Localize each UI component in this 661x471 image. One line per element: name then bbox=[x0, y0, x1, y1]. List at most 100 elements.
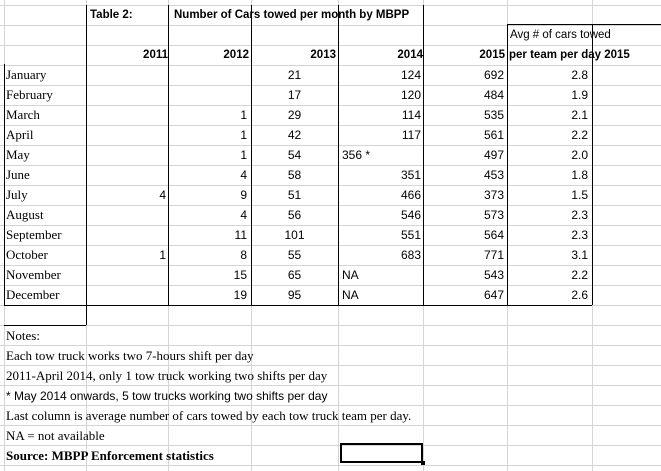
table-cell-y2015[interactable]: 573 bbox=[483, 208, 504, 222]
table-cell-y2013[interactable]: 58 bbox=[287, 168, 302, 182]
table-cell-y2015[interactable]: 564 bbox=[483, 228, 504, 242]
table-cell-y2015[interactable]: 453 bbox=[483, 168, 504, 182]
table-cell-y2012[interactable]: 4 bbox=[240, 208, 247, 222]
table-cell-y2014_note[interactable]: NA bbox=[342, 268, 359, 282]
table-cell-y2014_note[interactable]: NA bbox=[342, 288, 359, 302]
table-cell-y2013[interactable]: 65 bbox=[287, 268, 302, 282]
table-cell-y2011[interactable] bbox=[88, 285, 166, 305]
table-cell-avg[interactable]: 2.3 bbox=[571, 208, 588, 222]
table-cell-y2011[interactable] bbox=[88, 125, 166, 145]
table-cell-y2011[interactable] bbox=[88, 225, 166, 245]
table-cell-y2014[interactable]: 117 bbox=[401, 128, 421, 142]
row-label-month[interactable]: August bbox=[6, 207, 44, 222]
table-cell-y2015[interactable]: 771 bbox=[483, 248, 504, 262]
table-cell-y2013[interactable]: 42 bbox=[287, 128, 302, 142]
table-cell-y2011[interactable] bbox=[88, 265, 166, 285]
table-cell-y2013[interactable]: 54 bbox=[287, 148, 302, 162]
selected-cell[interactable] bbox=[340, 443, 423, 463]
table-cell-avg[interactable]: 2.3 bbox=[571, 228, 588, 242]
table-cell-y2011[interactable] bbox=[88, 85, 166, 105]
table-cell-y2011[interactable]: 4 bbox=[159, 188, 166, 202]
table-cell-y2014[interactable]: 683 bbox=[400, 248, 421, 262]
row-label-month[interactable]: February bbox=[6, 87, 53, 102]
table-cell-y2014[interactable]: 120 bbox=[400, 88, 421, 102]
table-cell-y2013[interactable]: 29 bbox=[287, 108, 302, 122]
table-cell-avg[interactable]: 2.0 bbox=[571, 148, 588, 162]
table-cell-y2012[interactable]: 15 bbox=[233, 268, 247, 282]
table-cell-y2013[interactable]: 55 bbox=[287, 248, 302, 262]
table-cell-avg[interactable]: 1.8 bbox=[571, 168, 588, 182]
table-cell-y2012[interactable]: 9 bbox=[240, 188, 247, 202]
row-label-month[interactable]: January bbox=[6, 67, 47, 82]
table-cell-y2012[interactable]: 19 bbox=[233, 288, 247, 302]
header-2015[interactable]: 2015 bbox=[479, 49, 505, 61]
header-2013[interactable]: 2013 bbox=[310, 49, 336, 61]
row-label-month[interactable]: May bbox=[6, 147, 30, 162]
table-cell-y2015[interactable]: 497 bbox=[483, 148, 504, 162]
table-cell-y2013[interactable]: 17 bbox=[287, 88, 302, 102]
table-cell-avg[interactable]: 3.1 bbox=[571, 248, 588, 262]
header-2014[interactable]: 2014 bbox=[397, 49, 423, 61]
table-cell-y2012[interactable] bbox=[170, 65, 247, 85]
table-cell-y2012[interactable]: 4 bbox=[240, 168, 247, 182]
notes-heading[interactable]: Notes: bbox=[6, 328, 40, 343]
table-cell-avg[interactable]: 1.9 bbox=[571, 88, 588, 102]
table-cell-avg[interactable]: 2.2 bbox=[571, 128, 588, 142]
table-cell-y2014[interactable]: 466 bbox=[400, 188, 421, 202]
table-cell-y2012[interactable]: 11 bbox=[234, 228, 247, 242]
fill-handle[interactable] bbox=[421, 461, 425, 465]
table-cell-y2015[interactable]: 373 bbox=[483, 188, 504, 202]
avg-header-line2[interactable]: per team per day 2015 bbox=[509, 49, 630, 61]
table-cell-y2012[interactable]: 1 bbox=[240, 128, 247, 142]
note-line[interactable]: * May 2014 onwards, 5 tow trucks working… bbox=[6, 389, 328, 403]
table-cell-y2014_note[interactable]: 356 * bbox=[342, 148, 371, 162]
header-2012[interactable]: 2012 bbox=[223, 49, 249, 61]
row-label-month[interactable]: March bbox=[6, 107, 40, 122]
table-cell-y2015[interactable]: 535 bbox=[483, 108, 504, 122]
table-cell-y2014[interactable] bbox=[340, 145, 421, 165]
table-cell-avg[interactable]: 2.2 bbox=[571, 268, 588, 282]
table-cell-y2014[interactable]: 114 bbox=[401, 108, 421, 122]
table-cell-y2013[interactable]: 21 bbox=[287, 68, 302, 82]
table-label[interactable]: Table 2: bbox=[90, 9, 133, 21]
source-line[interactable]: Source: MBPP Enforcement statistics bbox=[6, 448, 214, 463]
table-cell-y2011[interactable] bbox=[88, 165, 166, 185]
row-label-month[interactable]: July bbox=[6, 187, 28, 202]
table-title[interactable]: Number of Cars towed per month by MBPP bbox=[174, 9, 410, 21]
row-label-month[interactable]: September bbox=[6, 227, 62, 242]
table-cell-y2012[interactable] bbox=[170, 85, 247, 105]
table-cell-avg[interactable]: 2.8 bbox=[571, 68, 588, 82]
table-cell-y2011[interactable] bbox=[88, 145, 166, 165]
row-label-month[interactable]: December bbox=[6, 287, 60, 302]
table-cell-y2012[interactable]: 8 bbox=[240, 248, 247, 262]
table-cell-y2015[interactable]: 543 bbox=[483, 268, 504, 282]
avg-header-line1[interactable]: Avg # of cars towed bbox=[510, 29, 611, 41]
table-cell-y2012[interactable]: 1 bbox=[240, 108, 247, 122]
table-cell-y2014[interactable]: 551 bbox=[400, 228, 421, 242]
table-cell-y2015[interactable]: 647 bbox=[483, 288, 504, 302]
note-line[interactable]: Last column is average number of cars to… bbox=[6, 408, 412, 423]
table-cell-avg[interactable]: 1.5 bbox=[571, 188, 588, 202]
table-cell-y2012[interactable]: 1 bbox=[240, 148, 247, 162]
table-cell-y2013[interactable]: 56 bbox=[287, 208, 302, 222]
table-cell-y2015[interactable]: 692 bbox=[483, 68, 504, 82]
note-line[interactable]: NA = not available bbox=[6, 428, 105, 443]
row-label-month[interactable]: October bbox=[6, 247, 48, 262]
table-cell-y2014[interactable] bbox=[340, 265, 421, 285]
table-cell-y2014[interactable]: 546 bbox=[400, 208, 421, 222]
note-line[interactable]: 2011-April 2014, only 1 tow truck workin… bbox=[6, 368, 328, 383]
table-cell-y2015[interactable]: 561 bbox=[483, 128, 504, 142]
table-cell-y2011[interactable] bbox=[88, 105, 166, 125]
table-cell-y2013[interactable]: 51 bbox=[287, 188, 302, 202]
row-label-month[interactable]: June bbox=[6, 167, 30, 182]
table-cell-y2011[interactable]: 1 bbox=[159, 248, 166, 262]
table-cell-y2011[interactable] bbox=[88, 65, 166, 85]
table-cell-y2011[interactable] bbox=[88, 205, 166, 225]
table-cell-y2014[interactable] bbox=[340, 285, 421, 305]
note-line[interactable]: Each tow truck works two 7-hours shift p… bbox=[6, 348, 254, 363]
table-cell-avg[interactable]: 2.1 bbox=[571, 108, 588, 122]
table-cell-y2013[interactable]: 101 bbox=[284, 228, 305, 242]
table-cell-y2015[interactable]: 484 bbox=[483, 88, 504, 102]
header-2011[interactable]: 2011 bbox=[143, 49, 168, 61]
